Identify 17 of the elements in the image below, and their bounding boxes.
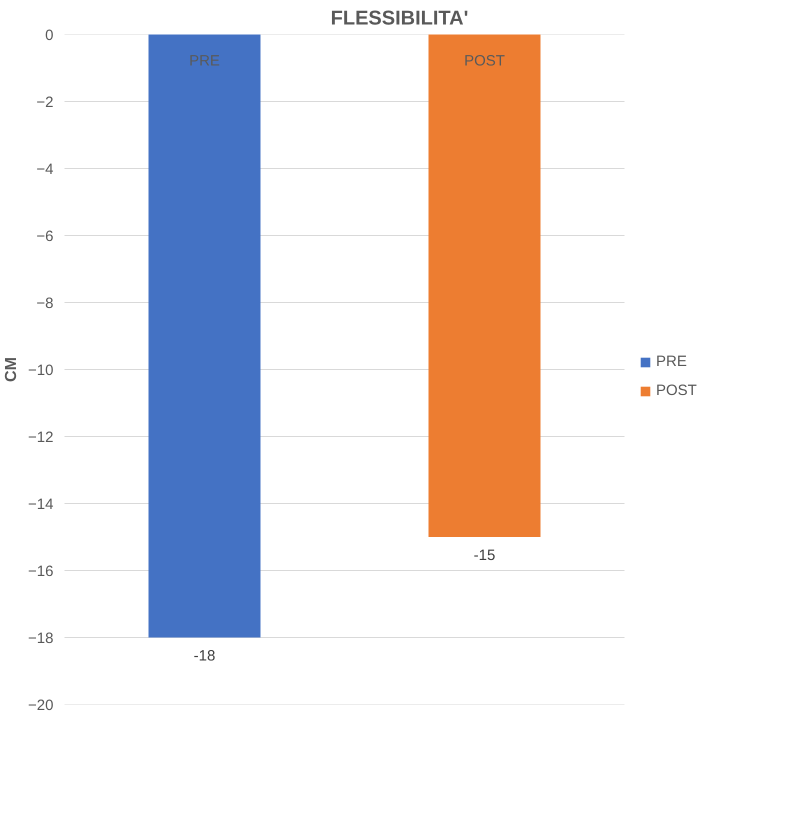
y-tick-label: −6 — [36, 228, 54, 245]
y-axis-title: CM — [3, 357, 20, 382]
y-tick-label: −18 — [28, 630, 54, 647]
y-tick-label: −16 — [28, 563, 54, 580]
legend-label: POST — [656, 382, 697, 399]
data-label: -18 — [194, 648, 216, 664]
legend-label: PRE — [656, 353, 687, 370]
y-tick-label: −12 — [28, 429, 54, 446]
y-tick-label: −8 — [36, 295, 54, 312]
chart-title: FLESSIBILITA' — [330, 8, 468, 30]
data-label: -15 — [474, 547, 496, 564]
y-tick-label: −20 — [28, 697, 54, 714]
y-tick-label: −4 — [36, 161, 54, 178]
y-tick-label: 0 — [45, 27, 54, 44]
y-tick-label: −10 — [28, 362, 54, 379]
y-tick-label: −14 — [28, 496, 54, 513]
y-tick-label: −2 — [36, 94, 54, 111]
